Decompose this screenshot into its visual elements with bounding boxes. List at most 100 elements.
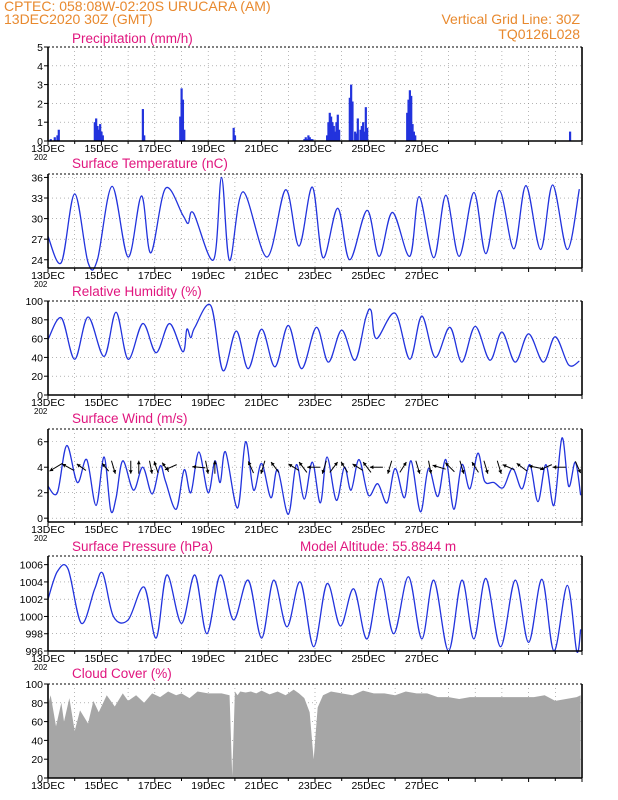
wind-vector-head xyxy=(247,461,252,466)
precip-bar xyxy=(49,139,52,141)
precip-bar xyxy=(95,118,98,141)
wind-series-line xyxy=(47,437,582,516)
precip-bar xyxy=(143,135,146,141)
wind-vector-head xyxy=(386,469,391,474)
humidity-title: Relative Humidity (%) xyxy=(72,284,202,299)
humidity-xtick-label: 23DEC xyxy=(298,397,332,409)
precip-ytick-label: 0 xyxy=(37,136,43,148)
precip-bar xyxy=(141,109,144,141)
header-left-line2: 13DEC2020 30Z (GMT) xyxy=(4,11,153,27)
precip-bar xyxy=(57,129,60,141)
humidity-xtick-label: 21DEC xyxy=(245,397,279,409)
wind-vector-head xyxy=(428,469,433,474)
precip-bar xyxy=(363,131,366,141)
temp-xtick-label: 13DEC xyxy=(31,270,65,282)
precip-bar xyxy=(355,133,358,141)
wind-vector-head xyxy=(76,463,81,468)
wind-title: Surface Wind (m/s) xyxy=(72,411,188,426)
precip-ytick-label: 1 xyxy=(37,117,43,129)
pressure-ytick-label: 998 xyxy=(25,629,43,641)
wind-xtick-label: 13DEC xyxy=(31,524,65,536)
temp-ytick-label: 30 xyxy=(31,214,43,226)
precip-bar xyxy=(326,135,329,141)
humidity-ytick-label: 80 xyxy=(31,315,43,327)
wind-vector-head xyxy=(471,462,476,467)
cloud-panel: 0 20 40 60 80 100 13DEC 15DEC 17DEC 19DEC 21DEC 23D… xyxy=(25,679,583,792)
wind-vector-head xyxy=(528,464,533,469)
pressure-xtick-label: 17DEC xyxy=(138,653,172,665)
humidity-ytick-label: 20 xyxy=(31,371,43,383)
precip-bar xyxy=(348,97,351,141)
pressure-xtick-label: 25DEC xyxy=(351,653,385,665)
precip-title: Precipitation (mm/h) xyxy=(72,31,193,46)
temp-xtick-label: 21DEC xyxy=(245,270,279,282)
wind-vector-head xyxy=(205,469,210,474)
wind-ytick-label: 6 xyxy=(37,437,43,449)
pressure-xtick-label: 27DEC xyxy=(405,653,439,665)
wind-year-stub: 202 xyxy=(34,534,48,543)
wind-vector-head xyxy=(416,469,421,474)
precip-bar xyxy=(308,137,311,141)
wind-xtick-label: 17DEC xyxy=(138,524,172,536)
wind-vector-head xyxy=(49,467,54,472)
pressure-xtick-label: 15DEC xyxy=(84,653,118,665)
cloud-cover-area xyxy=(48,689,581,778)
humidity-xtick-label: 25DEC xyxy=(351,397,385,409)
temp-series-line xyxy=(47,176,580,271)
humidity-xtick-label: 15DEC xyxy=(84,397,118,409)
wind-vector-head xyxy=(62,463,67,468)
precip-bar xyxy=(410,95,413,141)
precip-bar xyxy=(183,129,186,141)
humidity-ytick-label: 60 xyxy=(31,334,43,346)
wind-vector-head xyxy=(321,469,326,474)
wind-xtick-label: 25DEC xyxy=(351,524,385,536)
wind-vector-head xyxy=(540,466,545,471)
precip-bar xyxy=(307,135,310,141)
temp-xtick-label: 27DEC xyxy=(405,270,439,282)
precip-bar xyxy=(311,139,314,141)
humidity-series-line xyxy=(47,303,580,372)
wind-panel: 0 2 4 6 13DEC 15DEC 17DEC 19DEC 21DEC 23DEC 25DEC 2… xyxy=(31,428,583,543)
pressure-xtick-label: 23DEC xyxy=(298,653,332,665)
pressure-ytick-label: 1002 xyxy=(20,594,44,606)
temp-ytick-label: 36 xyxy=(31,172,43,184)
wind-xtick-label: 19DEC xyxy=(191,524,225,536)
wind-vector-head xyxy=(516,463,521,467)
wind-vector-head xyxy=(577,469,581,474)
header-left-line1: CPTEC: 058:08W-02:20S URUCARA (AM) xyxy=(4,0,271,14)
pressure-ytick-label: 1000 xyxy=(20,611,44,623)
temp-title: Surface Temperature (nC) xyxy=(72,156,228,171)
temp-xtick-label: 23DEC xyxy=(298,270,332,282)
humidity-xtick-label: 27DEC xyxy=(405,397,439,409)
precip-bar xyxy=(364,107,367,141)
wind-vector-head xyxy=(136,460,141,465)
pressure-xtick-label: 19DEC xyxy=(191,653,225,665)
precip-bar xyxy=(331,122,334,141)
wind-xtick-label: 27DEC xyxy=(405,524,439,536)
cloud-ytick-label: 60 xyxy=(31,717,43,729)
wind-vector-head xyxy=(271,462,275,466)
humidity-ytick-label: 0 xyxy=(37,390,43,402)
wind-ytick-label: 0 xyxy=(37,513,43,525)
precip-bar xyxy=(356,118,359,141)
precip-bar xyxy=(568,131,572,141)
precip-xtick-label: 23DEC xyxy=(298,143,332,155)
precip-xtick-label: 19DEC xyxy=(191,143,225,155)
temp-xtick-label: 19DEC xyxy=(191,270,225,282)
wind-vector-head xyxy=(260,469,264,474)
humidity-year-stub: 202 xyxy=(34,407,48,416)
cloud-xtick-label: 19DEC xyxy=(191,780,225,792)
precip-xtick-label: 21DEC xyxy=(245,143,279,155)
wind-vector-head xyxy=(352,463,357,468)
precip-xtick-label: 27DEC xyxy=(405,143,439,155)
precip-bar xyxy=(336,114,339,141)
temp-ytick-label: 33 xyxy=(31,193,43,205)
precip-xtick-label: 15DEC xyxy=(84,143,118,155)
pressure-title: Surface Pressure (hPa) xyxy=(72,539,213,554)
temp-panel: 24 27 30 33 36 13DEC 15DEC 17DEC 19DEC 21DEC 23DEC… xyxy=(31,172,583,289)
precip-bar xyxy=(56,135,59,141)
precip-bar xyxy=(328,112,331,141)
wind-vector-head xyxy=(153,461,158,466)
precip-bar xyxy=(366,127,369,141)
pressure-ytick-label: 1004 xyxy=(20,577,44,589)
